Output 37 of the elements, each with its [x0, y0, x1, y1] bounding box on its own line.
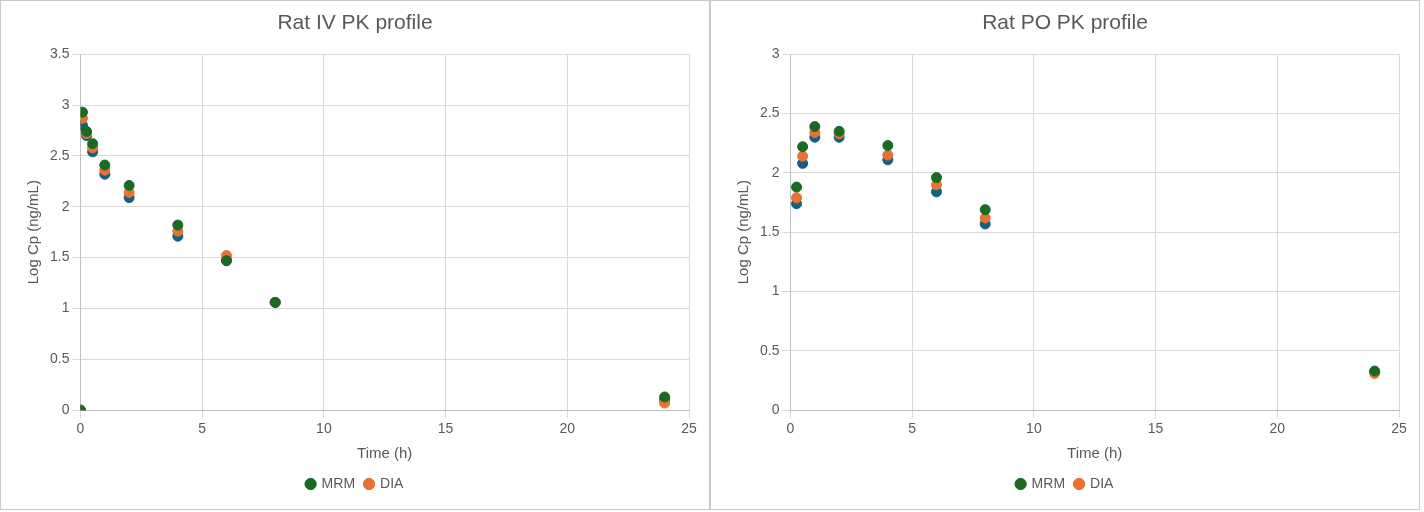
x-tick-label: 5 [908, 420, 917, 437]
x-tick-label: 20 [559, 420, 576, 437]
legend-label: MRM [1031, 474, 1066, 491]
x-tick-label: 10 [1026, 420, 1042, 437]
y-tick-label: 1.5 [759, 223, 780, 240]
y-tick-label: 2.5 [49, 146, 70, 163]
x-axis-title: Time (h) [1067, 444, 1123, 462]
y-tick-label: 3 [771, 45, 780, 62]
legend-label: DIA [1090, 474, 1115, 491]
y-tick-label: 3.5 [49, 45, 70, 62]
legend-label: MRM [321, 474, 356, 491]
y-tick-label: 1 [771, 282, 780, 299]
y-axis-title: Log Cp (ng/mL) [24, 180, 42, 285]
x-tick-label: 10 [316, 420, 332, 437]
y-tick-label: 2 [771, 163, 780, 180]
legend-label: DIA [380, 474, 405, 491]
x-tick-label: 0 [76, 420, 85, 437]
y-tick-label: 2.5 [759, 104, 780, 121]
x-tick-label: 15 [1147, 420, 1164, 437]
x-tick-label: 15 [437, 420, 454, 437]
x-axis-title: Time (h) [357, 444, 413, 462]
y-axis-title: Log Cp (ng/mL) [734, 180, 752, 285]
y-tick-label: 1.5 [49, 248, 70, 265]
y-tick-label: 2 [61, 197, 70, 214]
x-tick-label: 20 [1269, 420, 1286, 437]
y-tick-label: 3 [61, 95, 70, 112]
x-tick-label: 0 [786, 420, 795, 437]
y-tick-label: 0.5 [49, 350, 70, 367]
chart-title: Rat IV PK profile [277, 10, 433, 34]
y-tick-label: 0.5 [759, 341, 780, 358]
y-tick-label: 1 [61, 299, 70, 316]
y-tick-label: 0 [61, 401, 70, 418]
chart-title: Rat PO PK profile [982, 10, 1148, 34]
x-tick-label: 25 [681, 420, 697, 437]
x-tick-label: 5 [198, 420, 207, 437]
x-tick-label: 25 [1391, 420, 1407, 437]
y-tick-label: 0 [771, 401, 780, 418]
